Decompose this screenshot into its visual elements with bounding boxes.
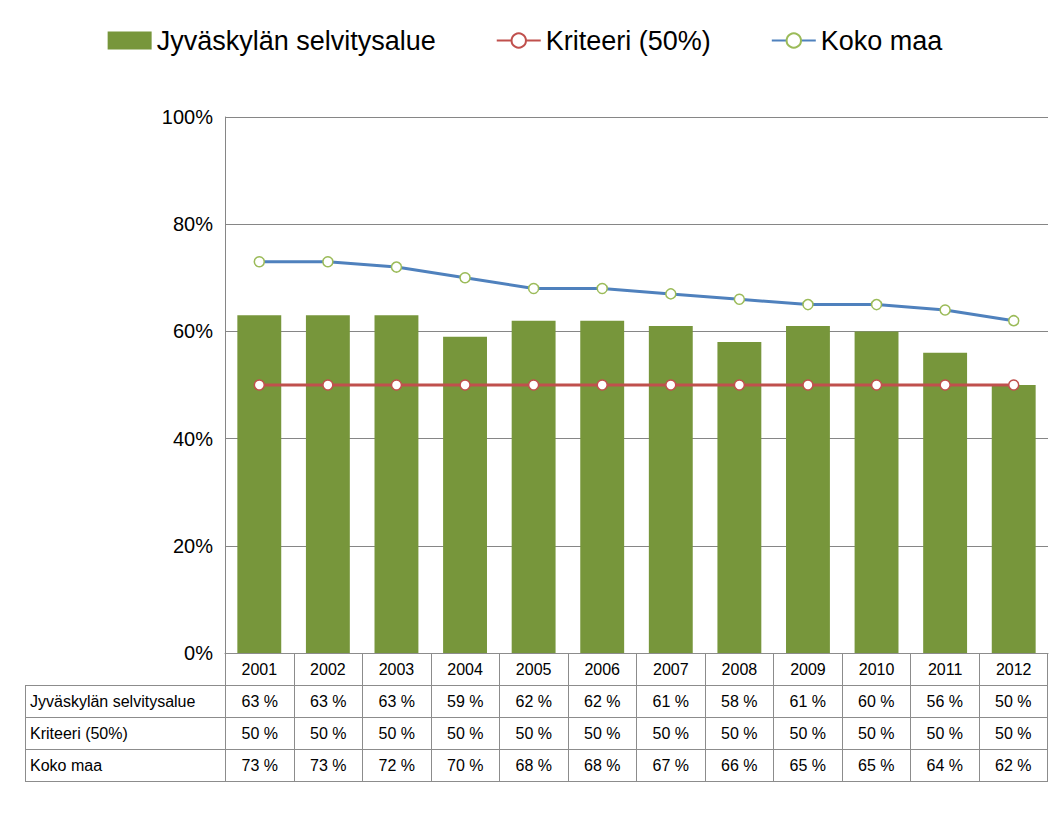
html-text:65 %: 65 %	[858, 756, 895, 774]
html-text:73 %: 73 %	[310, 756, 347, 774]
html-text:61 %: 61 %	[652, 692, 689, 710]
svg-text:2006: 2006	[584, 661, 620, 678]
html-text:63 %: 63 %	[378, 692, 415, 710]
svg-text:2009: 2009	[790, 661, 826, 678]
svg-text:2002: 2002	[310, 661, 346, 678]
html-text:56 %: 56 %	[926, 692, 963, 710]
svg-text:Koko maa: Koko maa	[821, 26, 944, 56]
html-text:50 %: 50 %	[926, 724, 963, 742]
html-text:50 %: 50 %	[447, 724, 484, 742]
html-text:50 %: 50 %	[515, 724, 552, 742]
html-text:50 %: 50 %	[995, 724, 1032, 742]
html-text:Kriteeri (50%): Kriteeri (50%)	[30, 724, 128, 742]
html-text:59 %: 59 %	[447, 692, 484, 710]
svg-text:2011: 2011	[928, 661, 963, 678]
svg-text:2010: 2010	[859, 661, 895, 678]
html-text:70 %: 70 %	[447, 756, 484, 774]
html-text:68 %: 68 %	[515, 756, 552, 774]
html-text:72 %: 72 %	[378, 756, 415, 774]
svg-text:2001: 2001	[241, 661, 277, 678]
html-text:50 %: 50 %	[995, 692, 1032, 710]
svg-text:100%: 100%	[162, 106, 213, 128]
html-text:58 %: 58 %	[721, 692, 758, 710]
svg-text:Jyväskylän selvitysalue: Jyväskylän selvitysalue	[157, 26, 436, 56]
html-text:62 %: 62 %	[584, 692, 621, 710]
html-text:50 %: 50 %	[789, 724, 826, 742]
html-text:50 %: 50 %	[310, 724, 347, 742]
html-text:62 %: 62 %	[515, 692, 552, 710]
html-text:50 %: 50 %	[584, 724, 621, 742]
svg-text:2008: 2008	[722, 661, 758, 678]
svg-text:80%: 80%	[173, 213, 213, 235]
html-text:63 %: 63 %	[310, 692, 347, 710]
html-text:65 %: 65 %	[789, 756, 826, 774]
html-text:Koko maa: Koko maa	[30, 756, 102, 774]
svg-text:20%: 20%	[173, 535, 213, 557]
html-text:61 %: 61 %	[789, 692, 826, 710]
html-text:68 %: 68 %	[584, 756, 621, 774]
html-text:63 %: 63 %	[241, 692, 278, 710]
svg-text:2012: 2012	[996, 661, 1032, 678]
html-text:50 %: 50 %	[721, 724, 758, 742]
html-text:66 %: 66 %	[721, 756, 758, 774]
svg-text:2005: 2005	[516, 661, 552, 678]
svg-text:2003: 2003	[379, 661, 415, 678]
svg-text:2007: 2007	[653, 661, 689, 678]
svg-text:40%: 40%	[173, 428, 213, 450]
svg-text:2004: 2004	[447, 661, 483, 678]
html-text:60 %: 60 %	[858, 692, 895, 710]
html-text:50 %: 50 %	[378, 724, 415, 742]
html-text:50 %: 50 %	[241, 724, 278, 742]
html-text:73 %: 73 %	[241, 756, 278, 774]
html-text:64 %: 64 %	[926, 756, 963, 774]
html-text:62 %: 62 %	[995, 756, 1032, 774]
html-text:Jyväskylän selvitysalue: Jyväskylän selvitysalue	[30, 692, 196, 710]
svg-text:Kriteeri (50%): Kriteeri (50%)	[546, 26, 711, 56]
html-text:50 %: 50 %	[652, 724, 689, 742]
html-text:50 %: 50 %	[858, 724, 895, 742]
html-text:67 %: 67 %	[652, 756, 689, 774]
svg-text:0%: 0%	[184, 642, 213, 664]
svg-text:60%: 60%	[173, 320, 213, 342]
